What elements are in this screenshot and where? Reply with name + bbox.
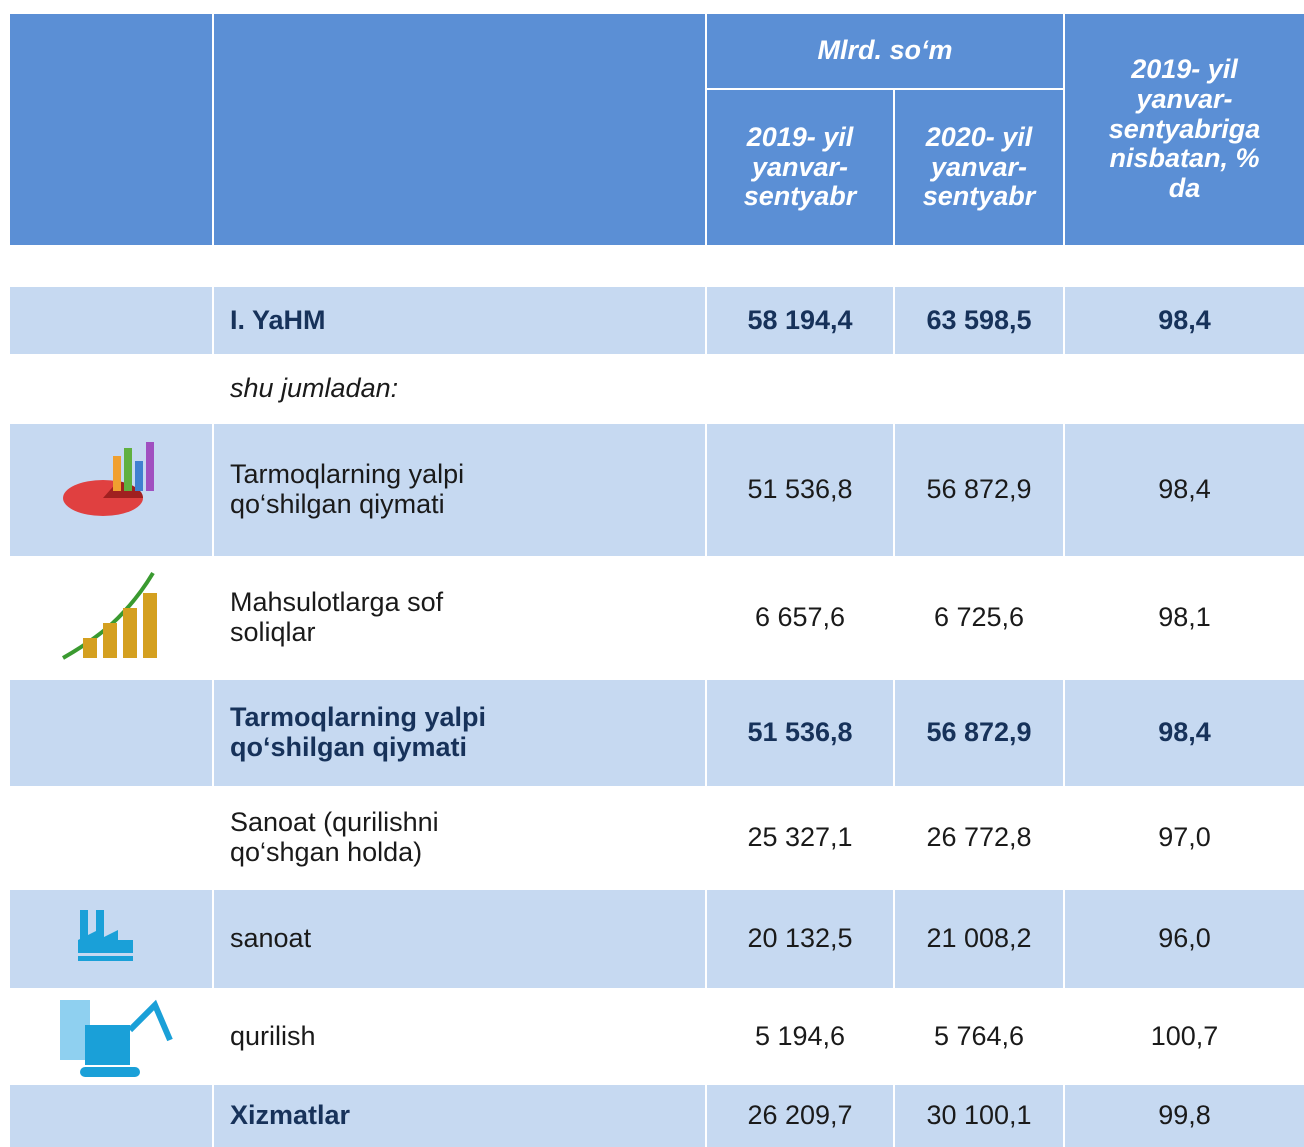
value-cell: 21 008,2 — [895, 890, 1063, 988]
header-cell — [214, 14, 705, 245]
row-label: Tarmoqlarning yalpi qo‘shilgan qiymati — [214, 680, 705, 786]
value-cell: 98,4 — [1065, 287, 1304, 354]
value-cell: 97,0 — [1158, 822, 1211, 853]
icon-cell — [10, 287, 212, 354]
value-cell: 99,8 — [1065, 1085, 1304, 1147]
header-col: 2019- yil yanvar-sentyabriga nisbatan, %… — [1065, 14, 1304, 245]
value-cell: 26 772,8 — [926, 822, 1032, 853]
value-cell: 100,7 — [1150, 1020, 1219, 1051]
header-cell — [10, 14, 212, 245]
value-cell: 98,4 — [1065, 424, 1304, 556]
value-cell: 5 194,6 — [754, 1020, 846, 1051]
value-cell: 63 598,5 — [895, 287, 1063, 354]
value-cell: 96,0 — [1065, 890, 1304, 988]
value-cell: 51 536,8 — [707, 424, 893, 556]
header-unit: Mlrd. so‘m — [707, 14, 1063, 88]
value-cell: 58 194,4 — [707, 287, 893, 354]
construction-icon — [60, 999, 173, 1077]
value-cell: 6 725,6 — [933, 602, 1025, 633]
chart-icon — [63, 442, 154, 516]
value-cell: 51 536,8 — [707, 680, 893, 786]
row-label: shu jumladan: — [230, 373, 399, 404]
value-cell: 98,4 — [1065, 680, 1304, 786]
row-label: Xizmatlar — [214, 1085, 705, 1147]
row-label: Tarmoqlarning yalpi qo‘shilgan qiymati — [214, 424, 705, 556]
icon-cell — [10, 1085, 212, 1147]
value-cell: 56 872,9 — [895, 424, 1063, 556]
value-cell: 25 327,1 — [747, 822, 853, 853]
value-cell: 20 132,5 — [707, 890, 893, 988]
header-col: 2019- yil yanvar-sentyabr — [707, 90, 893, 245]
coins-icon — [62, 571, 157, 660]
row-label: Sanoat (qurilishni qo‘shgan holda) — [230, 807, 439, 867]
value-cell: 5 764,6 — [933, 1020, 1025, 1051]
row-label: I. YaHM — [214, 287, 705, 354]
row-label: Mahsulotlarga sof soliqlar — [230, 587, 444, 647]
row-label: sanoat — [214, 890, 705, 988]
value-cell: 98,1 — [1158, 602, 1211, 633]
icon-cell — [10, 680, 212, 786]
value-cell: 56 872,9 — [895, 680, 1063, 786]
value-cell: 26 209,7 — [707, 1085, 893, 1147]
factory-icon — [78, 910, 133, 961]
value-cell: 6 657,6 — [754, 602, 846, 633]
value-cell: 30 100,1 — [895, 1085, 1063, 1147]
header-col: 2020- yil yanvar-sentyabr — [895, 90, 1063, 245]
row-label: qurilish — [230, 1020, 316, 1051]
